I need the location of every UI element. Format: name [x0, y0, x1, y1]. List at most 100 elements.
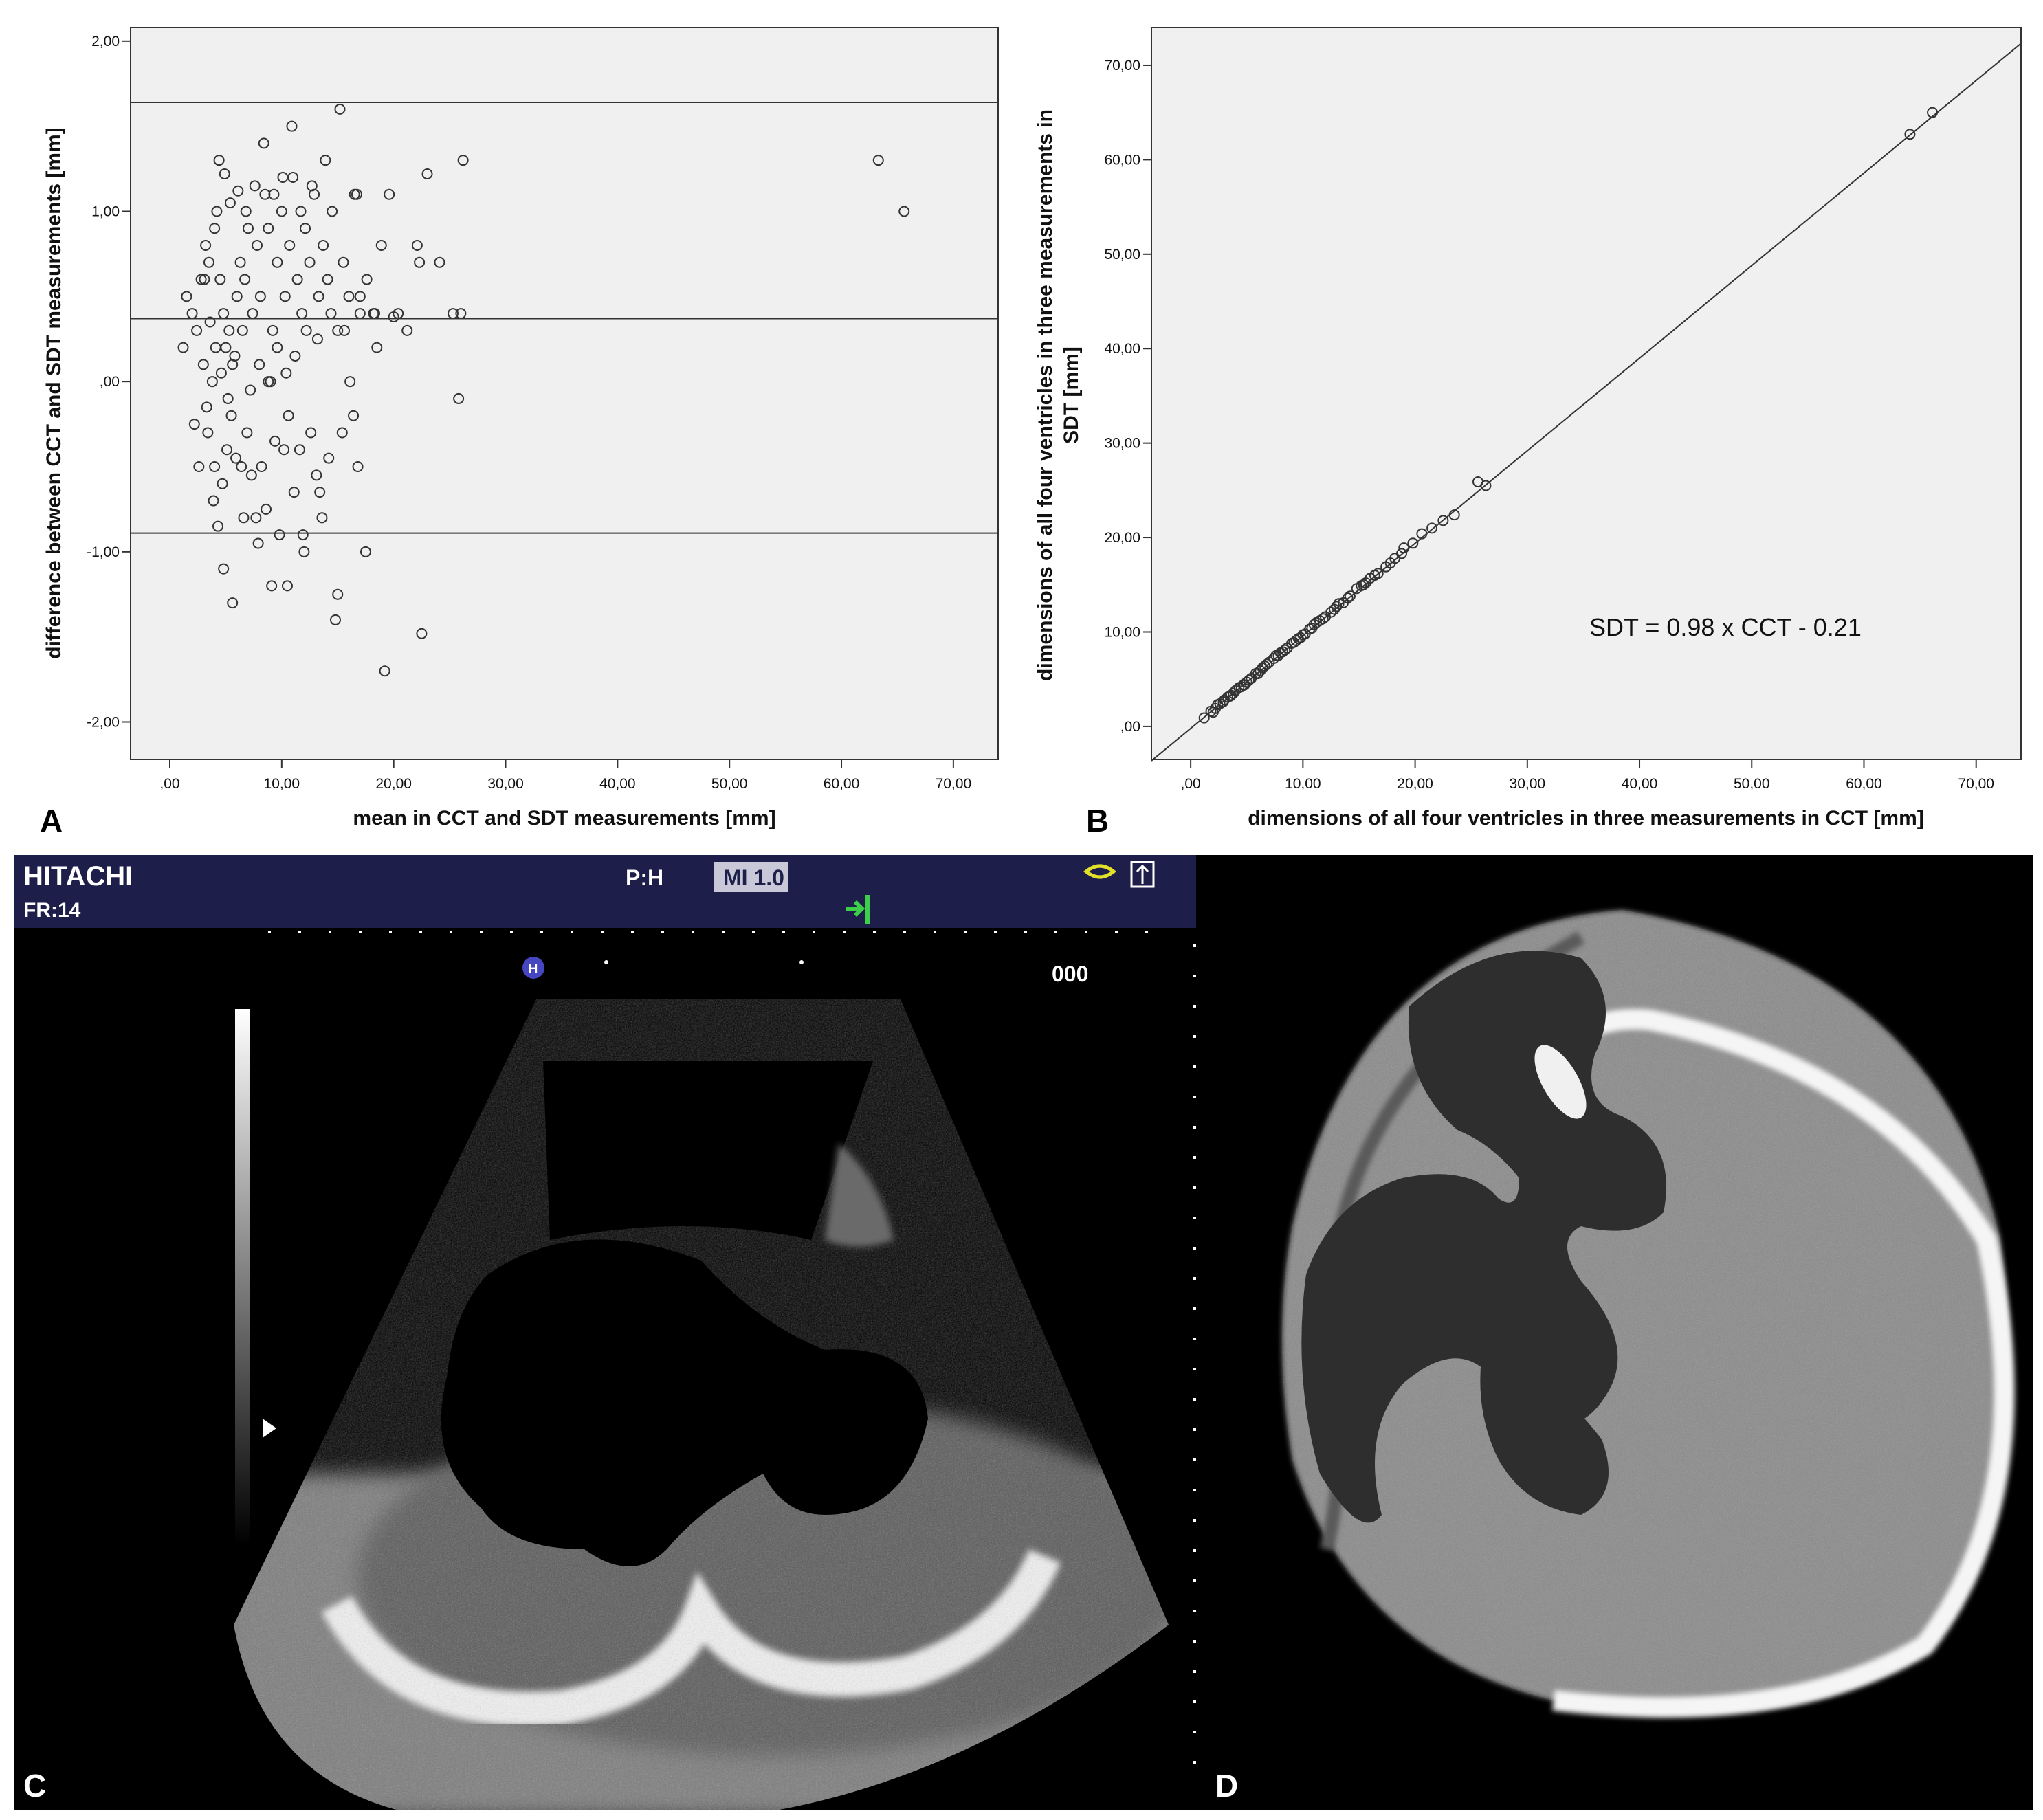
- gain-marker-icon: [263, 1419, 276, 1438]
- ultrasound-image: HITACHI FR:14 P:H MI 1.0 H 000: [14, 855, 1196, 1810]
- x-tick-label: ,00: [159, 776, 179, 792]
- x-tick-label: 30,00: [1510, 776, 1546, 792]
- data-point: [354, 308, 366, 320]
- data-point: [1333, 598, 1345, 610]
- data-point: [254, 291, 266, 302]
- data-point: [1310, 617, 1322, 628]
- scale-dot: [1193, 1126, 1196, 1129]
- data-point: [218, 308, 230, 320]
- data-point: [1480, 480, 1492, 491]
- scale-dot: [1054, 931, 1057, 933]
- data-point: [215, 367, 227, 379]
- y-tick-label: 20,00: [1104, 530, 1140, 546]
- scale-dot: [813, 931, 815, 933]
- data-point: [193, 461, 205, 472]
- ct-image: [1196, 855, 2033, 1810]
- scale-dot: [419, 931, 422, 933]
- data-point: [323, 452, 335, 464]
- data-point: [195, 274, 207, 285]
- data-point: [313, 291, 324, 302]
- data-point: [249, 180, 261, 192]
- chart-b-svg: ,00 10,00 20,00 30,00 40,00 50,00 60,00 70,00 70…: [1034, 27, 2022, 839]
- scale-dot: [1193, 1670, 1196, 1673]
- data-point: [281, 580, 293, 592]
- data-point: [278, 444, 290, 456]
- data-point: [457, 155, 469, 166]
- y-tick-label: ,00: [100, 374, 120, 390]
- data-point: [223, 324, 235, 336]
- scale-dot: [1024, 931, 1027, 933]
- panel-b-letter: B: [1086, 803, 1109, 839]
- data-point: [1360, 577, 1371, 589]
- x-tick-label: 60,00: [824, 776, 860, 792]
- y-tick-label: 70,00: [1104, 58, 1140, 74]
- data-point: [314, 487, 326, 498]
- data-point: [1927, 107, 1939, 118]
- scale-dot: [964, 931, 967, 933]
- scale-dot: [994, 931, 997, 933]
- scale-dot: [1145, 931, 1148, 933]
- scale-dot: [450, 931, 452, 933]
- data-point: [258, 137, 269, 149]
- chart-b-plot-area: [1151, 27, 2022, 760]
- data-point: [455, 308, 467, 320]
- x-tick-label: 70,00: [936, 776, 972, 792]
- data-point: [224, 197, 236, 209]
- data-point: [414, 256, 426, 268]
- scale-dot: [571, 931, 573, 933]
- data-point: [268, 188, 280, 200]
- x-tick-label: ,00: [1181, 776, 1201, 792]
- scale-dot: [389, 931, 392, 933]
- scale-dot: [692, 931, 694, 933]
- probe-orientation-icon: [1083, 861, 1155, 888]
- x-tick-label: 10,00: [264, 776, 300, 792]
- data-point: [329, 614, 341, 625]
- y-tick-label: ,00: [1120, 719, 1140, 735]
- data-point: [1904, 129, 1916, 140]
- data-point: [263, 223, 274, 234]
- data-point: [351, 188, 362, 200]
- scale-dot: [1193, 1035, 1196, 1038]
- data-point: [254, 359, 265, 370]
- data-point: [1212, 699, 1224, 711]
- data-point: [252, 240, 263, 252]
- scale-dot: [1115, 931, 1118, 933]
- data-point: [209, 461, 221, 472]
- ct-head: [1282, 910, 2015, 1718]
- scale-dot: [480, 931, 483, 933]
- data-point: [181, 291, 192, 302]
- data-point: [1224, 690, 1236, 702]
- scale-dot: [1193, 1307, 1196, 1310]
- scale-dot: [1193, 1640, 1196, 1643]
- data-point: [304, 256, 316, 268]
- data-point: [334, 103, 346, 115]
- panel-d-ct: D: [1196, 855, 2033, 1810]
- data-point: [332, 588, 344, 600]
- chart-b-regression-equation: SDT = 0.98 x CCT - 0.21: [1589, 613, 1862, 641]
- data-point: [206, 376, 218, 388]
- scale-dot: [722, 931, 725, 933]
- data-point: [229, 351, 241, 362]
- data-point: [434, 256, 445, 268]
- scale-dot: [843, 931, 846, 933]
- scale-dot: [1193, 1338, 1196, 1340]
- scale-dot: [1193, 1277, 1196, 1280]
- x-tick-label: 20,00: [375, 776, 412, 792]
- data-point: [327, 206, 338, 217]
- scale-dot: [1193, 975, 1196, 977]
- scale-dot: [1193, 1186, 1196, 1189]
- scale-dot: [1193, 1398, 1196, 1401]
- data-point: [311, 469, 322, 481]
- data-point: [247, 308, 258, 320]
- data-point: [274, 529, 285, 541]
- data-point: [256, 461, 267, 472]
- data-point: [344, 376, 356, 388]
- data-point: [240, 206, 252, 217]
- data-point: [1217, 696, 1229, 708]
- panel-c-overlay: C: [23, 1768, 46, 1804]
- ultrasound-brand: HITACHI: [23, 861, 133, 891]
- data-point: [203, 256, 214, 268]
- scale-dot: [359, 931, 362, 933]
- scale-dot: [1193, 1519, 1196, 1522]
- data-point: [1437, 515, 1449, 526]
